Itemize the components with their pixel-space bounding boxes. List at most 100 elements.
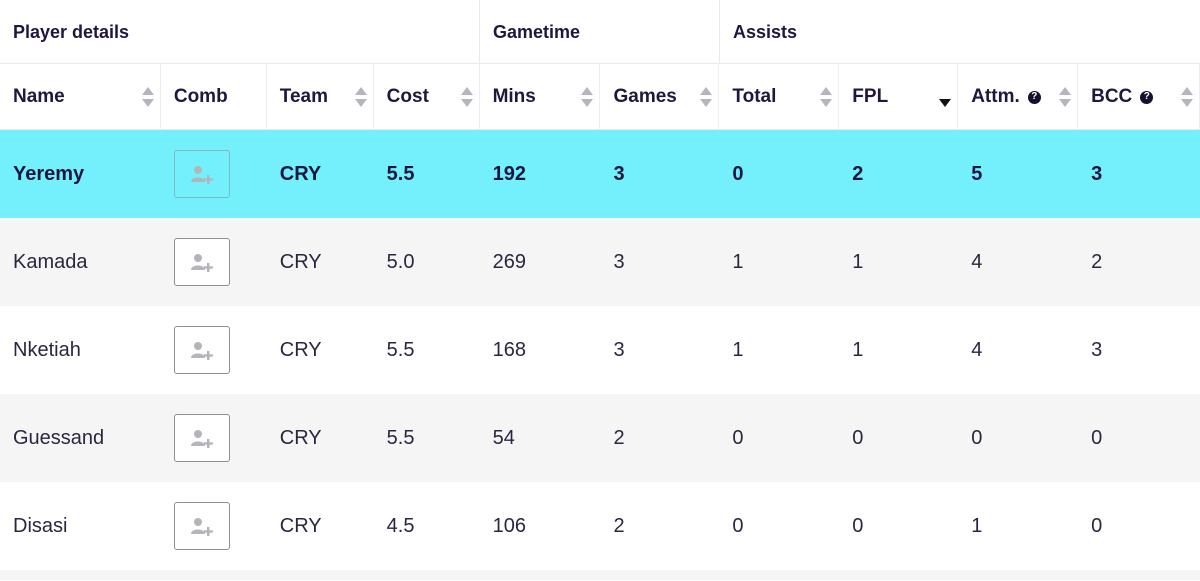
sort-arrows-icon[interactable] — [820, 86, 833, 108]
cell-total: 0 — [732, 426, 744, 449]
cell-mins: 269 — [492, 250, 526, 273]
cell-name[interactable]: Kamada — [13, 250, 88, 273]
table-body: Yeremy CRY 5.5 192 3 0 2 5 3 Kamada CRY 5.0 269 3 1 1 4 2… — [0, 130, 1200, 580]
cell-cost: 5.0 — [386, 250, 415, 273]
cell-games: 2 — [613, 514, 625, 537]
help-icon[interactable]: ? — [1140, 90, 1154, 104]
cell-bcc: 3 — [1091, 338, 1103, 361]
add-user-icon — [190, 518, 213, 536]
cell-attm: 0 — [971, 426, 983, 449]
add-to-comb-button[interactable] — [173, 238, 230, 286]
cell-name[interactable]: Yeremy — [13, 162, 85, 185]
sort-arrows-icon[interactable] — [1059, 86, 1072, 108]
cell-comb — [161, 218, 267, 306]
cell-total: 0 — [732, 162, 744, 185]
cell-games: 3 — [613, 338, 625, 361]
cell-bcc: 0 — [1091, 426, 1103, 449]
cell-total: 0 — [732, 514, 744, 537]
cell-mins: 192 — [492, 162, 526, 185]
cell-team: CRY — [279, 426, 322, 449]
column-header-comb: Comb — [161, 64, 267, 130]
add-to-comb-button[interactable] — [173, 150, 230, 198]
column-header-label: Comb — [173, 86, 228, 107]
cell-comb — [161, 130, 267, 218]
column-header-label: Games — [613, 86, 677, 107]
cell-mins: 168 — [492, 338, 526, 361]
sort-arrows-icon[interactable] — [141, 86, 154, 108]
cell-games: 2 — [613, 426, 625, 449]
cell-fpl: 2 — [852, 162, 864, 185]
sort-arrows-icon[interactable] — [939, 86, 952, 108]
cell-attm: 4 — [971, 338, 983, 361]
cell-bcc: 2 — [1091, 250, 1103, 273]
cell-fpl: 0 — [852, 426, 864, 449]
sort-arrows-icon[interactable] — [1181, 86, 1193, 108]
add-to-comb-button[interactable] — [173, 502, 230, 550]
group-gametime: Gametime — [480, 0, 720, 64]
group-assists: Assists — [733, 21, 798, 42]
group-header-row: Player details Gametime Assists — [0, 0, 1200, 64]
table-row[interactable]: Nketiah CRY 5.5 168 3 1 1 4 3 — [0, 306, 1200, 394]
column-header-label: Mins — [492, 86, 536, 107]
cell-cost: 5.5 — [386, 338, 415, 361]
cell-team: CRY — [279, 250, 322, 273]
cell-attm: 4 — [971, 250, 983, 273]
cell-comb — [161, 394, 267, 482]
column-header-label: Total — [732, 86, 777, 107]
cell-total: 1 — [732, 250, 744, 273]
column-header-bcc[interactable]: BCC? — [1078, 64, 1200, 130]
cell-fpl: 0 — [852, 514, 864, 537]
sort-arrows-icon[interactable] — [460, 86, 473, 108]
add-user-icon — [190, 430, 213, 448]
cell-fpl: 1 — [852, 250, 864, 273]
table-row[interactable]: Disasi CRY 4.5 106 2 0 0 1 0 — [0, 482, 1200, 570]
column-header-fpl[interactable]: FPL — [839, 64, 959, 130]
table-row[interactable]: Guessand CRY 5.5 54 2 0 0 0 0 — [0, 394, 1200, 482]
cell-bcc: 3 — [1091, 162, 1103, 185]
add-to-comb-button[interactable] — [173, 326, 230, 374]
column-header-label: Team — [279, 86, 328, 107]
add-to-comb-button[interactable] — [173, 414, 230, 462]
cell-fpl: 1 — [852, 338, 864, 361]
cell-comb — [161, 482, 267, 570]
sort-arrows-icon[interactable] — [700, 86, 713, 108]
cell-bcc: 0 — [1091, 514, 1103, 537]
column-header-label: Name — [13, 86, 65, 107]
cell-name[interactable]: Disasi — [13, 514, 68, 537]
cell-attm: 5 — [971, 162, 983, 185]
column-header-label: FPL — [852, 86, 889, 107]
cell-cost: 5.5 — [386, 426, 415, 449]
sort-arrows-icon[interactable] — [354, 86, 367, 108]
column-header-attm[interactable]: Attm.? — [958, 64, 1079, 130]
table-row[interactable]: Yeremy CRY 5.5 192 3 0 2 5 3 — [0, 130, 1200, 218]
add-user-icon — [190, 166, 213, 184]
column-header-cost[interactable]: Cost — [374, 64, 480, 130]
column-header-total[interactable]: Total — [719, 64, 840, 130]
table-row[interactable]: Kamada CRY 5.0 269 3 1 1 4 2 — [0, 218, 1200, 306]
table-row-partial — [0, 570, 1200, 580]
cell-team: CRY — [279, 338, 322, 361]
column-header-games[interactable]: Games — [600, 64, 720, 130]
column-header-label: Attm. — [971, 86, 1020, 107]
group-player-details: Player details — [0, 0, 480, 64]
cell-comb — [161, 306, 267, 394]
column-header-team[interactable]: Team — [267, 64, 374, 130]
column-header-name[interactable]: Name — [0, 64, 161, 130]
help-icon[interactable]: ? — [1027, 90, 1041, 104]
cell-name[interactable]: Nketiah — [13, 338, 81, 361]
cell-name[interactable]: Guessand — [13, 426, 105, 449]
column-header-label: BCC — [1091, 86, 1133, 107]
sort-arrows-icon[interactable] — [581, 86, 594, 108]
cell-attm: 1 — [971, 514, 983, 537]
cell-games: 3 — [613, 162, 625, 185]
cell-team: CRY — [279, 162, 322, 185]
column-header-label: Cost — [386, 86, 429, 107]
cell-mins: 54 — [492, 426, 515, 449]
column-header-mins[interactable]: Mins — [480, 64, 601, 130]
add-user-icon — [190, 254, 213, 272]
column-header-row: Name Comb Team Cost Mins Games Total FPL Attm.? B… — [0, 64, 1200, 130]
cell-team: CRY — [279, 514, 322, 537]
cell-cost: 4.5 — [386, 514, 415, 537]
cell-total: 1 — [732, 338, 744, 361]
